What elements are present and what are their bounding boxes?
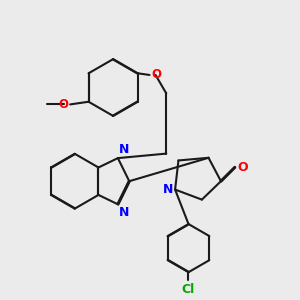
- Text: O: O: [238, 161, 248, 174]
- Text: N: N: [163, 183, 173, 196]
- Text: O: O: [58, 98, 68, 111]
- Text: Cl: Cl: [182, 283, 195, 296]
- Text: O: O: [151, 68, 161, 82]
- Text: N: N: [118, 143, 129, 156]
- Text: N: N: [118, 206, 129, 219]
